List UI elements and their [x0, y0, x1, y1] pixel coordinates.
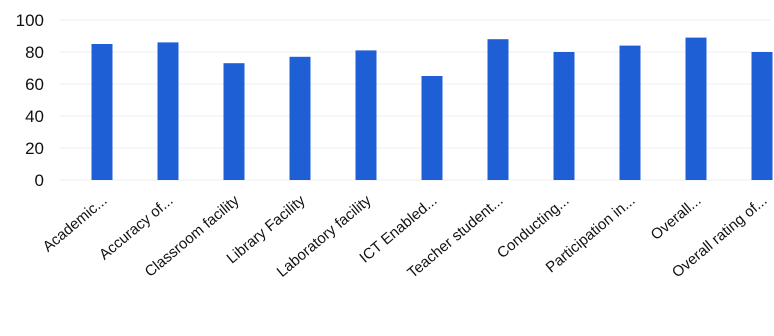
y-tick-label: 60: [25, 75, 44, 94]
y-tick-label: 20: [25, 139, 44, 158]
bar: [685, 37, 707, 180]
bar: [553, 52, 575, 180]
bar: [289, 56, 311, 180]
bar: [157, 42, 179, 181]
bar: [223, 63, 245, 181]
y-tick-label: 0: [35, 171, 44, 190]
y-tick-label: 40: [25, 107, 44, 126]
bar: [751, 52, 773, 180]
bar: [619, 45, 641, 180]
bar: [91, 44, 113, 180]
bars: [91, 37, 773, 181]
y-tick-label: 100: [16, 11, 44, 30]
y-tick-label: 80: [25, 43, 44, 62]
bar: [355, 50, 377, 181]
bar: [487, 39, 509, 181]
x-axis: Academic...Accuracy of...Classroom facil…: [40, 192, 771, 282]
y-axis: 0 20 40 60 80 100: [16, 11, 44, 190]
bar: [421, 76, 443, 180]
x-tick-label: Overall...: [648, 192, 705, 244]
